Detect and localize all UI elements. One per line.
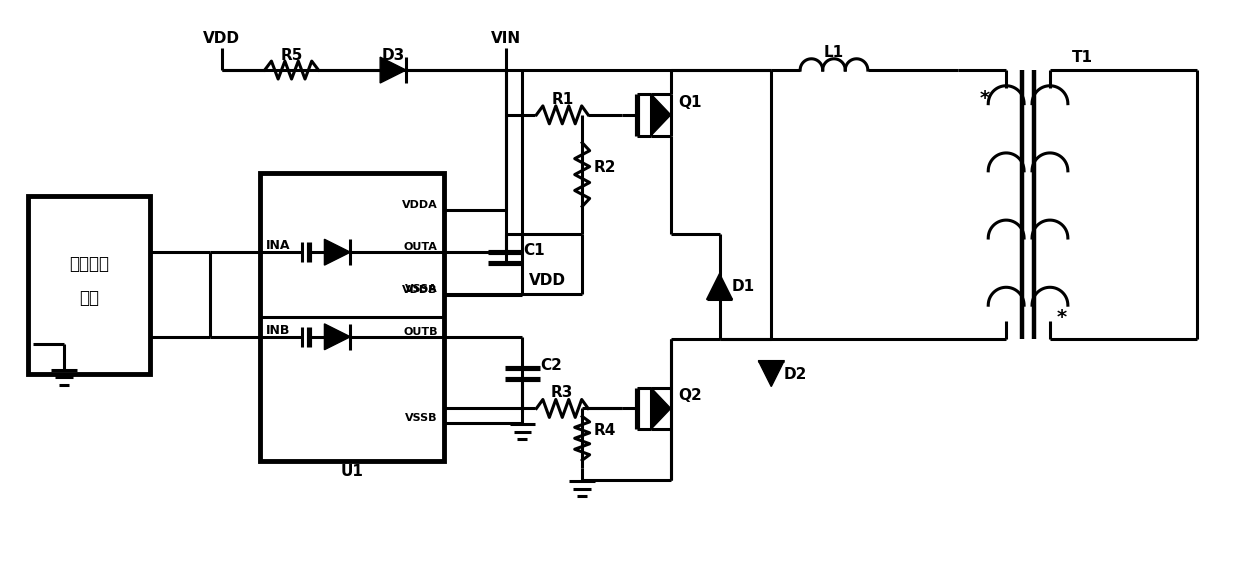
Polygon shape [707, 273, 733, 300]
Text: R1: R1 [551, 92, 573, 107]
Polygon shape [759, 361, 784, 387]
Text: VDD: VDD [528, 273, 565, 288]
Text: R3: R3 [551, 385, 573, 401]
Bar [259, 172, 444, 461]
Polygon shape [381, 57, 405, 83]
Text: VSSB: VSSB [405, 413, 438, 423]
Text: INB: INB [265, 324, 290, 337]
Text: INA: INA [265, 239, 290, 252]
Polygon shape [325, 324, 350, 350]
Text: VDDA: VDDA [402, 200, 438, 210]
Text: Q1: Q1 [678, 95, 702, 110]
Text: D2: D2 [784, 367, 806, 381]
Text: R2: R2 [594, 159, 616, 175]
Polygon shape [325, 239, 350, 265]
Text: D3: D3 [382, 48, 404, 63]
Text: R4: R4 [594, 423, 616, 439]
Text: R5: R5 [280, 48, 303, 63]
Text: VSSA: VSSA [405, 284, 438, 294]
Text: C1: C1 [523, 243, 546, 258]
Text: VIN: VIN [491, 31, 521, 46]
Text: 输入: 输入 [79, 289, 99, 307]
Text: Q2: Q2 [678, 388, 703, 404]
Text: T1: T1 [1073, 50, 1094, 65]
Text: *: * [980, 89, 990, 108]
Text: OUTA: OUTA [404, 242, 438, 252]
Text: *: * [1056, 308, 1066, 327]
Polygon shape [651, 94, 671, 135]
Text: C2: C2 [541, 358, 562, 373]
Bar [27, 196, 150, 374]
Polygon shape [651, 388, 671, 429]
Text: D1: D1 [732, 280, 755, 294]
Text: VDDB: VDDB [402, 285, 438, 295]
Text: L1: L1 [823, 45, 844, 60]
Text: 驱动信号: 驱动信号 [69, 255, 109, 273]
Text: U1: U1 [340, 464, 363, 479]
Text: VDD: VDD [203, 31, 241, 46]
Text: OUTB: OUTB [403, 327, 438, 337]
